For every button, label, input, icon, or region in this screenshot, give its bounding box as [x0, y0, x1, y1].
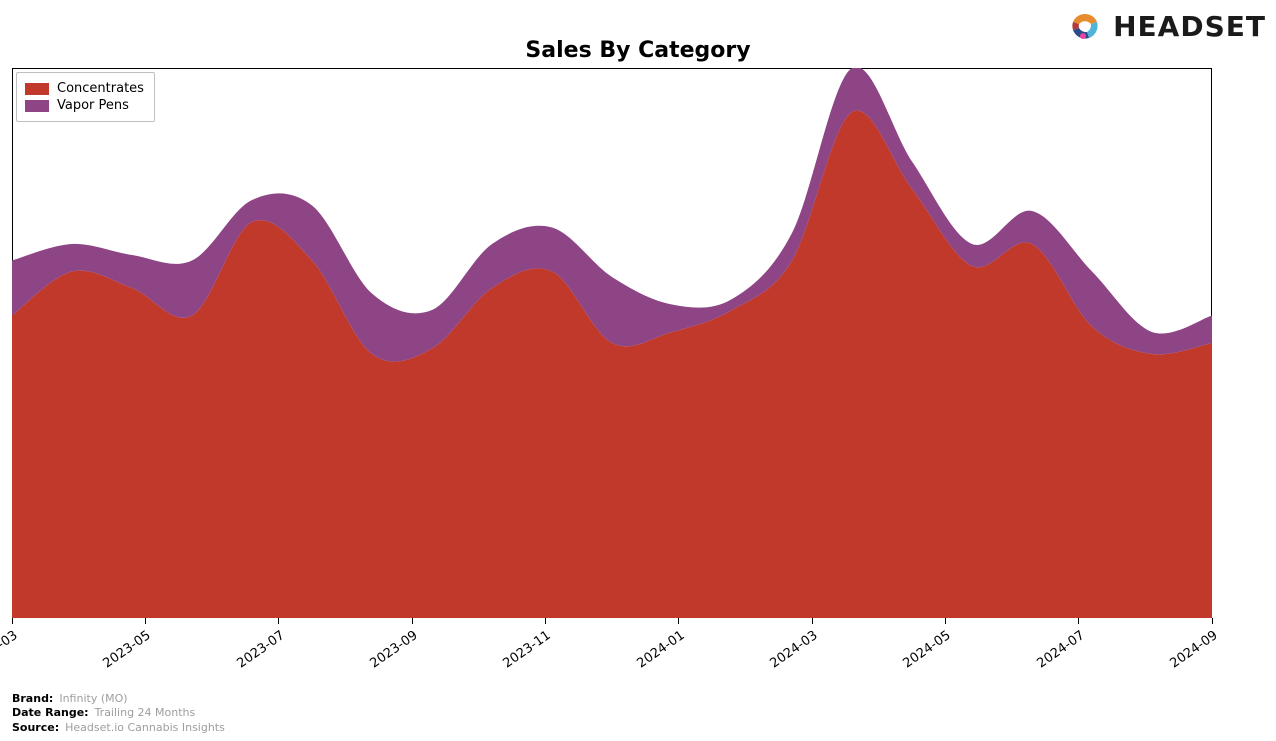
x-tick-mark: [145, 618, 146, 624]
x-tick-mark: [678, 618, 679, 624]
x-tick-mark: [12, 618, 13, 624]
footer-value: Infinity (MO): [59, 692, 127, 705]
x-tick-label: 2023-05: [101, 628, 154, 671]
x-tick-label: 2023-07: [234, 628, 287, 671]
x-tick-mark: [412, 618, 413, 624]
headset-logo: HEADSET: [1063, 4, 1266, 48]
x-tick-label: 2024-01: [634, 628, 687, 671]
x-tick-label: 2024-09: [1167, 628, 1220, 671]
x-tick-label: 2023-03: [0, 628, 21, 671]
x-tick-label: 2024-05: [901, 628, 954, 671]
x-tick-mark: [1212, 618, 1213, 624]
legend-item: Concentrates: [25, 81, 144, 96]
x-tick-mark: [545, 618, 546, 624]
legend-swatch: [25, 100, 49, 112]
x-tick-label: 2024-07: [1034, 628, 1087, 671]
legend-swatch: [25, 83, 49, 95]
footer-value: Headset.io Cannabis Insights: [65, 721, 225, 734]
footer-row: Brand: Infinity (MO): [12, 692, 225, 706]
x-tick-label: 2023-09: [367, 628, 420, 671]
x-tick-mark: [1078, 618, 1079, 624]
headset-logo-icon: [1063, 4, 1107, 48]
x-tick-mark: [812, 618, 813, 624]
x-tick-mark: [945, 618, 946, 624]
footer-label: Source:: [12, 721, 59, 734]
headset-logo-text: HEADSET: [1113, 10, 1266, 43]
footer-label: Date Range:: [12, 706, 89, 719]
footer-value: Trailing 24 Months: [95, 706, 196, 719]
legend-item: Vapor Pens: [25, 98, 144, 113]
footer-row: Date Range: Trailing 24 Months: [12, 706, 225, 720]
area-chart: [12, 68, 1212, 618]
legend-label: Concentrates: [57, 81, 144, 96]
x-tick-mark: [278, 618, 279, 624]
area-series: [12, 111, 1212, 618]
x-tick-label: 2024-03: [767, 628, 820, 671]
footer-label: Brand:: [12, 692, 53, 705]
footer-row: Source: Headset.io Cannabis Insights: [12, 721, 225, 735]
x-tick-label: 2023-11: [501, 628, 554, 671]
legend: Concentrates Vapor Pens: [16, 72, 155, 122]
chart-footer: Brand: Infinity (MO)Date Range: Trailing 2…: [12, 692, 225, 735]
legend-label: Vapor Pens: [57, 98, 129, 113]
